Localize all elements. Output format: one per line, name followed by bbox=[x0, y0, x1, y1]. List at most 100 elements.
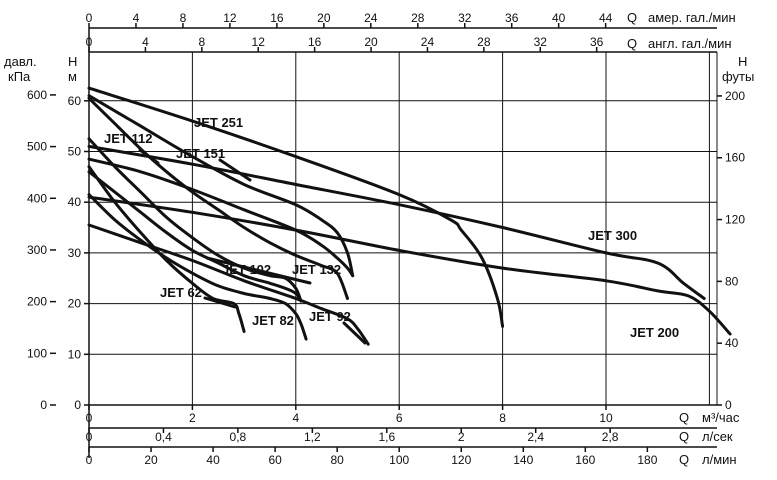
tick-label-m3: 0 bbox=[86, 411, 93, 425]
grid bbox=[50, 23, 722, 458]
left-kpa-title-1: давл. bbox=[4, 54, 37, 69]
tick-label-m: 40 bbox=[68, 195, 82, 209]
tick-label-ft: 80 bbox=[725, 274, 739, 288]
curve-jet-62 bbox=[87, 165, 246, 333]
curve-jet-200 bbox=[87, 86, 505, 328]
curve-label-jet-251: JET 251 bbox=[194, 115, 243, 130]
tick-label-uk: 16 bbox=[308, 35, 322, 49]
curve-label-jet-112: JET 112 bbox=[104, 131, 152, 146]
tick-label-uk: 20 bbox=[364, 35, 378, 49]
tick-label-m: 10 bbox=[68, 347, 82, 361]
curve-jet-82 bbox=[87, 193, 308, 341]
tick-label-m3: 8 bbox=[499, 411, 506, 425]
tick-label-lmin: 60 bbox=[268, 453, 282, 467]
curve-label-jet-300: JET 300 bbox=[588, 228, 637, 243]
tick-label-lmin: 160 bbox=[575, 453, 595, 467]
tick-label-lmin: 20 bbox=[144, 453, 158, 467]
tick-label-lmin: 100 bbox=[389, 453, 409, 467]
tick-label-ls: 0,8 bbox=[230, 430, 247, 444]
right-ft-title-2: футы bbox=[722, 69, 754, 84]
tick-label-ls: 2,8 bbox=[602, 430, 619, 444]
tick-label-ft: 0 bbox=[725, 398, 732, 412]
tick-label-m: 50 bbox=[68, 145, 82, 159]
curve-label-jet-132: JET 132 bbox=[292, 262, 341, 277]
bottom-m3-unit-label: м³/час bbox=[702, 410, 740, 425]
top-us-unit-label: амер. гал./мин bbox=[648, 10, 736, 25]
tick-label-us: 20 bbox=[317, 11, 331, 25]
curves bbox=[87, 86, 732, 346]
tick-label-us: 4 bbox=[133, 11, 140, 25]
tick-label-m: 0 bbox=[74, 398, 81, 412]
tick-label-us: 8 bbox=[180, 11, 187, 25]
tick-label-uk: 36 bbox=[590, 35, 604, 49]
tick-label-uk: 24 bbox=[421, 35, 435, 49]
tick-label-m: 30 bbox=[68, 246, 82, 260]
tick-label-kpa: 600 bbox=[27, 88, 47, 102]
right-ft-title-1: H bbox=[738, 54, 747, 69]
tick-label-us: 28 bbox=[411, 11, 425, 25]
curve-jet-300 bbox=[87, 144, 706, 300]
tick-label-ls: 2,4 bbox=[527, 430, 544, 444]
tick-label-m3: 2 bbox=[189, 411, 196, 425]
tick-label-us: 16 bbox=[270, 11, 284, 25]
curve-jet-200-b bbox=[87, 195, 732, 336]
tick-label-uk: 4 bbox=[142, 35, 149, 49]
tick-label-uk: 8 bbox=[198, 35, 205, 49]
leader-jet-62 bbox=[203, 296, 237, 309]
tick-label-m: 60 bbox=[68, 94, 82, 108]
curve-jet-92 bbox=[87, 223, 370, 346]
left-kpa-title-2: кПа bbox=[8, 69, 31, 84]
tick-label-ft: 40 bbox=[725, 336, 739, 350]
curve-jet-251 bbox=[87, 94, 355, 278]
tick-label-lmin: 80 bbox=[330, 453, 344, 467]
tick-label-ft: 120 bbox=[725, 213, 745, 227]
tick-label-ls: 1,6 bbox=[378, 430, 395, 444]
curve-label-jet-62: JET 62 bbox=[160, 285, 202, 300]
tick-label-m3: 10 bbox=[599, 411, 613, 425]
tick-label-m: 20 bbox=[68, 297, 82, 311]
tick-label-kpa: 0 bbox=[40, 398, 47, 412]
tick-label-kpa: 100 bbox=[27, 346, 47, 360]
tick-label-lmin: 120 bbox=[451, 453, 471, 467]
tick-label-kpa: 200 bbox=[27, 295, 47, 309]
bottom-ls-q-label: Q bbox=[679, 429, 689, 444]
curve-label-jet-92: JET 92 bbox=[309, 309, 351, 324]
tick-label-uk: 28 bbox=[477, 35, 491, 49]
tick-label-uk: 32 bbox=[534, 35, 548, 49]
leader-jet-112 bbox=[138, 148, 160, 165]
curve-label-jet-200: JET 200 bbox=[630, 325, 679, 340]
leader-jet-102 bbox=[205, 256, 312, 285]
tick-label-us: 32 bbox=[458, 11, 472, 25]
tick-label-uk: 12 bbox=[252, 35, 266, 49]
bottom-ls-unit-label: л/сек bbox=[702, 429, 733, 444]
curve-label-jet-102: JET 102 bbox=[222, 262, 271, 277]
left-m-title-1: H bbox=[68, 54, 77, 69]
curve-label-jet-151: JET 151 bbox=[176, 146, 225, 161]
tick-label-m3: 6 bbox=[396, 411, 403, 425]
tick-labels: 0 2 4 6 8 100 0,4 0,8 1,2 1,6 2 2,4 2,80 20 40 60 80 100 1… bbox=[27, 11, 745, 467]
tick-label-ls: 0 bbox=[86, 430, 93, 444]
tick-label-ls: 1,2 bbox=[304, 430, 321, 444]
tick-label-lmin: 140 bbox=[513, 453, 533, 467]
tick-label-kpa: 500 bbox=[27, 140, 47, 154]
tick-label-us: 0 bbox=[86, 11, 93, 25]
left-m-title-2: м bbox=[68, 69, 77, 84]
tick-label-us: 12 bbox=[223, 11, 237, 25]
bottom-m3-q-label: Q bbox=[679, 410, 689, 425]
tick-label-ls: 2 bbox=[458, 430, 465, 444]
leader-jet-151 bbox=[218, 158, 252, 182]
tick-label-lmin: 40 bbox=[206, 453, 220, 467]
leader-jet-92 bbox=[342, 321, 367, 345]
tick-label-us: 36 bbox=[505, 11, 519, 25]
top-uk-unit-label: англ. гал./мин bbox=[648, 36, 732, 51]
tick-label-ls: 0,4 bbox=[155, 430, 172, 444]
curve-jet-112 bbox=[87, 137, 303, 303]
curve-jet-102 bbox=[87, 170, 303, 303]
tick-label-lmin: 180 bbox=[637, 453, 657, 467]
tick-label-m3: 4 bbox=[292, 411, 299, 425]
curve-label-jet-82: JET 82 bbox=[252, 313, 294, 328]
tick-label-us: 44 bbox=[599, 11, 613, 25]
tick-label-ft: 160 bbox=[725, 151, 745, 165]
bottom-lmin-unit-label: л/мин bbox=[702, 452, 737, 467]
